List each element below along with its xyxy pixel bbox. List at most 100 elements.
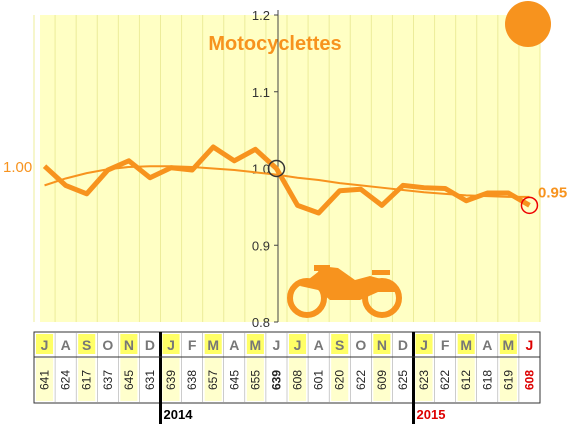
count-cell: [78, 358, 96, 401]
month-cell: [373, 334, 391, 354]
count-cell: [36, 358, 54, 401]
month-label: F: [441, 337, 450, 353]
month-cell: [36, 334, 54, 354]
month-label: N: [124, 337, 134, 353]
month-cell: [331, 334, 349, 354]
count-label: 624: [59, 370, 73, 390]
status-dot: [505, 1, 551, 47]
reference-marker: [267, 159, 286, 178]
chart-title: Motocyclettes: [208, 33, 341, 55]
count-cell: [499, 358, 517, 401]
count-cell: [352, 358, 370, 401]
count-label: 622: [354, 370, 368, 390]
count-cell: [436, 358, 454, 401]
month-label: J: [273, 337, 281, 353]
y-tick-label: 1.2: [252, 8, 270, 23]
count-label: 601: [312, 370, 326, 390]
month-cell: [267, 334, 285, 354]
count-label: 622: [438, 370, 452, 390]
count-label: 655: [248, 370, 262, 390]
count-cell: [204, 358, 222, 401]
count-cell: [373, 358, 391, 401]
count-cell: [520, 358, 538, 401]
count-cell: [246, 358, 264, 401]
count-label: 608: [522, 370, 536, 390]
month-label: D: [145, 337, 155, 353]
count-cell: [120, 358, 138, 401]
month-label: J: [420, 337, 428, 353]
month-label: F: [188, 337, 197, 353]
count-cell: [457, 358, 475, 401]
count-label: 608: [291, 370, 305, 390]
month-label: A: [61, 337, 71, 353]
year-label: 2014: [164, 407, 194, 422]
count-label: 618: [480, 370, 494, 390]
count-label: 645: [227, 370, 241, 390]
y-tick-label: 0.8: [252, 315, 270, 330]
month-label: M: [250, 337, 262, 353]
month-cell: [499, 334, 517, 354]
count-cell: [331, 358, 349, 401]
trend-line: [44, 165, 530, 198]
end-label: 0.95: [538, 184, 567, 201]
count-label: 620: [333, 370, 347, 390]
count-label: 625: [396, 370, 410, 390]
month-cell: [478, 334, 496, 354]
count-cell: [225, 358, 243, 401]
count-cell: [289, 358, 307, 401]
month-cell: [204, 334, 222, 354]
motorcycle-icon: [287, 265, 402, 318]
count-cell: [99, 358, 117, 401]
count-label: 641: [38, 370, 52, 390]
count-label: 617: [80, 370, 94, 390]
month-cell: [120, 334, 138, 354]
count-cell: [394, 358, 412, 401]
month-label: J: [526, 337, 534, 353]
month-cell: [99, 334, 117, 354]
month-label: S: [82, 337, 91, 353]
month-label: M: [503, 337, 515, 353]
month-cell: [352, 334, 370, 354]
count-label: 619: [501, 370, 515, 390]
start-label: 1.00: [3, 159, 32, 176]
y-tick-label: 1.1: [252, 85, 270, 100]
month-label: J: [294, 337, 302, 353]
month-cell: [415, 334, 433, 354]
count-label: 645: [122, 370, 136, 390]
month-cell: [289, 334, 307, 354]
count-cell: [478, 358, 496, 401]
current-marker: [520, 196, 539, 215]
count-cell: [162, 358, 180, 401]
month-cell: [162, 334, 180, 354]
count-cell: [57, 358, 75, 401]
count-label: 639: [269, 370, 283, 390]
count-label: 623: [417, 370, 431, 390]
month-label: O: [355, 337, 366, 353]
month-label: S: [335, 337, 344, 353]
month-label: J: [167, 337, 175, 353]
count-cell: [183, 358, 201, 401]
month-label: N: [377, 337, 387, 353]
month-cell: [246, 334, 264, 354]
month-cell: [520, 334, 538, 354]
month-label: M: [460, 337, 472, 353]
count-label: 612: [459, 370, 473, 390]
count-label: 637: [101, 370, 115, 390]
month-label: A: [229, 337, 239, 353]
month-cell: [141, 334, 159, 354]
month-label: O: [102, 337, 113, 353]
count-cell: [415, 358, 433, 401]
count-cell: [267, 358, 285, 401]
count-label: 609: [375, 370, 389, 390]
month-cell: [183, 334, 201, 354]
month-label: A: [314, 337, 324, 353]
month-cell: [436, 334, 454, 354]
count-label: 638: [185, 370, 199, 390]
y-tick-label: 0.9: [252, 238, 270, 253]
month-cell: [394, 334, 412, 354]
month-label: D: [398, 337, 408, 353]
month-cell: [310, 334, 328, 354]
month-cell: [57, 334, 75, 354]
count-label: 631: [143, 370, 157, 390]
